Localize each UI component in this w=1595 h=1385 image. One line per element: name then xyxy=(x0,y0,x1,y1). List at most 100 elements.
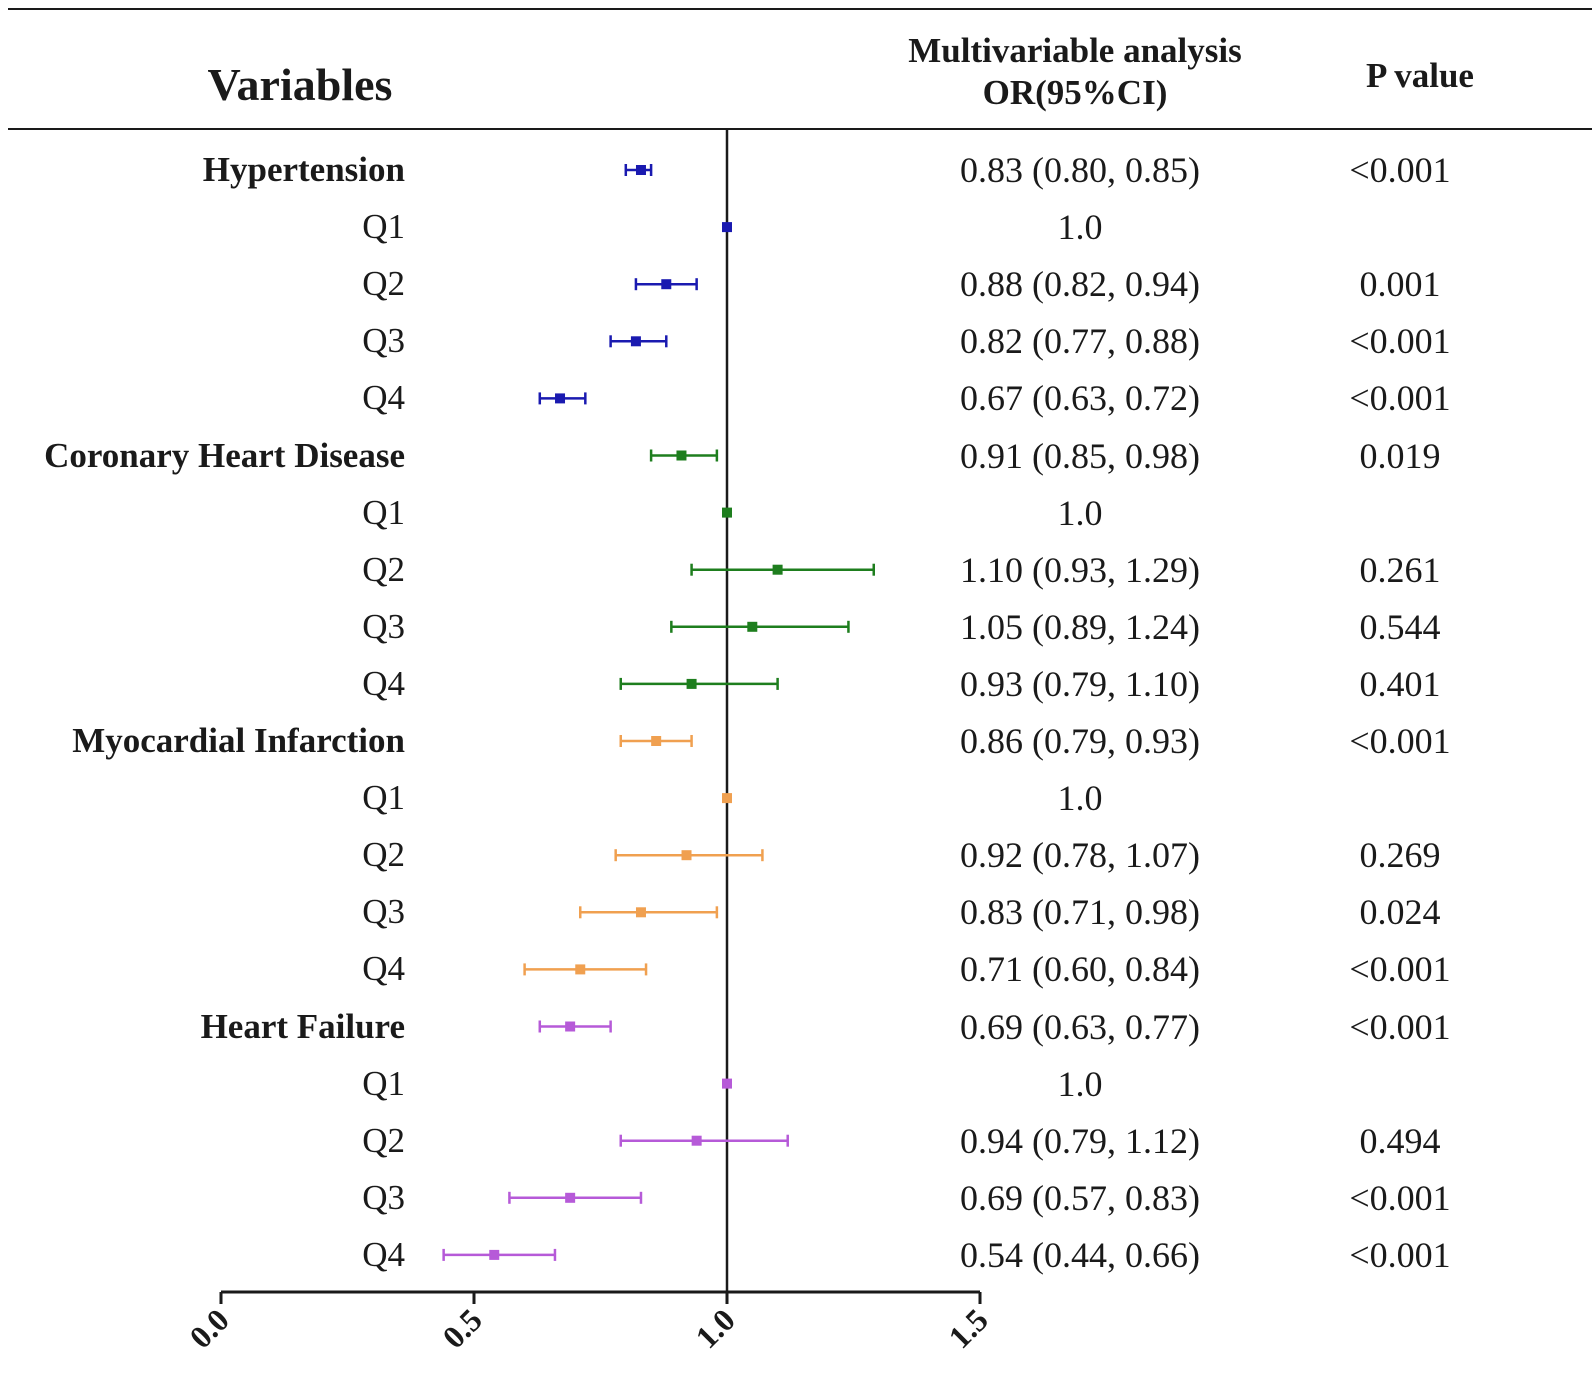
or-ci-value: 0.94 (0.79, 1.12) xyxy=(960,1120,1200,1161)
x-tick-label-2: 1.0 xyxy=(688,1301,742,1355)
or-ci-value: 1.0 xyxy=(1057,1063,1103,1104)
or-ci-value: 0.86 (0.79, 0.93) xyxy=(960,721,1200,761)
or-point xyxy=(635,165,646,175)
table-row: Q2 0.92 (0.78, 1.07) 0.269 xyxy=(0,827,1595,883)
table-row: Q2 0.88 (0.82, 0.94) 0.001 xyxy=(0,256,1595,312)
forest-mark-row-16 xyxy=(722,1078,732,1089)
forest-mark-row-18 xyxy=(508,1191,643,1204)
table-row: Q4 0.67 (0.63, 0.72) <0.001 xyxy=(0,370,1595,426)
forest-mark-row-17 xyxy=(619,1134,789,1147)
quartile-label: Q4 xyxy=(362,663,405,703)
forest-mark-row-5 xyxy=(649,449,719,462)
table-row: Q2 1.10 (0.93, 1.29) 0.261 xyxy=(0,542,1595,598)
table-row: Q1 1.0 xyxy=(0,485,1595,541)
quartile-label: Q3 xyxy=(362,1177,405,1217)
or-ci-value: 1.10 (0.93, 1.29) xyxy=(960,549,1200,590)
forest-mark-row-2 xyxy=(634,278,698,291)
or-ci-value: 1.05 (0.89, 1.24) xyxy=(960,606,1200,647)
or-point xyxy=(661,279,672,290)
or-point xyxy=(722,507,732,518)
p-value: 0.544 xyxy=(1359,606,1441,647)
or-point xyxy=(722,1078,732,1089)
group-label: Myocardial Infarction xyxy=(72,721,405,760)
forest-mark-row-10 xyxy=(619,735,693,747)
forest-mark-row-7 xyxy=(690,563,875,576)
quartile-label: Q1 xyxy=(362,1063,405,1103)
forest-mark-row-1 xyxy=(722,222,732,233)
group-label: Coronary Heart Disease xyxy=(44,435,405,475)
forest-mark-row-14 xyxy=(523,963,648,976)
table-row: Q1 1.0 xyxy=(0,770,1595,826)
or-ci-value: 0.83 (0.71, 0.98) xyxy=(960,892,1200,933)
p-value: 0.019 xyxy=(1359,435,1441,476)
forest-mark-row-8 xyxy=(670,620,850,633)
quartile-label: Q3 xyxy=(362,321,405,361)
table-row: Hypertension 0.83 (0.80, 0.85) <0.001 xyxy=(0,142,1595,198)
quartile-label: Q2 xyxy=(362,549,405,589)
quartile-label: Q4 xyxy=(362,949,405,989)
table-row: Q4 0.93 (0.79, 1.10) 0.401 xyxy=(0,656,1595,712)
table-row: Q1 1.0 xyxy=(0,199,1595,255)
quartile-label: Q2 xyxy=(362,835,405,875)
or-ci-value: 0.67 (0.63, 0.72) xyxy=(960,378,1200,419)
or-ci-value: 0.71 (0.60, 0.84) xyxy=(960,949,1200,990)
table-row: Q3 0.83 (0.71, 0.98) 0.024 xyxy=(0,884,1595,940)
header-or-line1: Multivariable analysis xyxy=(908,31,1242,70)
table-row: Q4 0.71 (0.60, 0.84) <0.001 xyxy=(0,941,1595,997)
p-value: <0.001 xyxy=(1349,378,1451,419)
x-tick-label-0: 0.0 xyxy=(182,1301,236,1355)
forest-mark-row-13 xyxy=(579,906,719,919)
p-value: 0.024 xyxy=(1359,892,1441,933)
quartile-label: Q3 xyxy=(362,892,405,932)
forest-mark-row-15 xyxy=(538,1020,612,1033)
header-rule xyxy=(8,128,1592,130)
or-point xyxy=(686,678,697,689)
p-value: <0.001 xyxy=(1349,1234,1451,1275)
quartile-label: Q4 xyxy=(362,378,405,418)
or-ci-value: 1.0 xyxy=(1057,778,1103,819)
p-value: <0.001 xyxy=(1349,949,1451,990)
or-ci-value: 0.69 (0.63, 0.77) xyxy=(960,1006,1200,1047)
table-row: Coronary Heart Disease 0.91 (0.85, 0.98) 0… xyxy=(0,428,1595,484)
x-tick-label-1: 0.5 xyxy=(435,1301,489,1355)
or-point xyxy=(635,907,646,918)
header-variables: Variables xyxy=(207,59,393,110)
or-point xyxy=(630,336,641,347)
or-point xyxy=(565,1192,576,1203)
p-value: <0.001 xyxy=(1349,1177,1451,1218)
or-point xyxy=(489,1249,500,1260)
table-row: Myocardial Infarction 0.86 (0.79, 0.93) <0… xyxy=(0,713,1595,769)
or-point xyxy=(747,621,758,632)
forest-mark-row-6 xyxy=(722,507,732,518)
or-ci-value: 0.92 (0.78, 1.07) xyxy=(960,835,1200,876)
quartile-label: Q2 xyxy=(362,1120,405,1160)
p-value: 0.401 xyxy=(1359,663,1441,704)
or-point xyxy=(681,850,692,861)
forest-mark-row-4 xyxy=(538,392,587,405)
table-row: Q4 0.54 (0.44, 0.66) <0.001 xyxy=(0,1227,1595,1283)
or-ci-value: 1.0 xyxy=(1057,492,1103,533)
table-row: Q3 0.69 (0.57, 0.83) <0.001 xyxy=(0,1170,1595,1226)
table-row: Heart Failure 0.69 (0.63, 0.77) <0.001 xyxy=(0,999,1595,1055)
or-ci-value: 0.54 (0.44, 0.66) xyxy=(960,1234,1200,1275)
or-point xyxy=(691,1135,702,1146)
group-label: Hypertension xyxy=(202,150,405,189)
or-ci-value: 0.88 (0.82, 0.94) xyxy=(960,264,1200,305)
or-ci-value: 0.83 (0.80, 0.85) xyxy=(960,150,1200,190)
or-point xyxy=(555,393,566,404)
quartile-label: Q1 xyxy=(362,778,405,818)
quartile-label: Q1 xyxy=(362,492,405,532)
forest-mark-row-12 xyxy=(614,849,764,862)
or-point xyxy=(651,736,662,746)
quartile-label: Q2 xyxy=(362,264,405,304)
forest-mark-row-9 xyxy=(619,677,779,690)
or-ci-value: 0.69 (0.57, 0.83) xyxy=(960,1177,1200,1218)
p-value: 0.269 xyxy=(1359,835,1441,876)
header-p-value: P value xyxy=(1366,56,1474,95)
p-value: 0.001 xyxy=(1359,264,1441,305)
header-or: Multivariable analysis OR(95%CI) xyxy=(860,30,1290,114)
or-point xyxy=(676,450,687,461)
or-point xyxy=(722,222,732,233)
forest-mark-row-3 xyxy=(609,335,668,348)
